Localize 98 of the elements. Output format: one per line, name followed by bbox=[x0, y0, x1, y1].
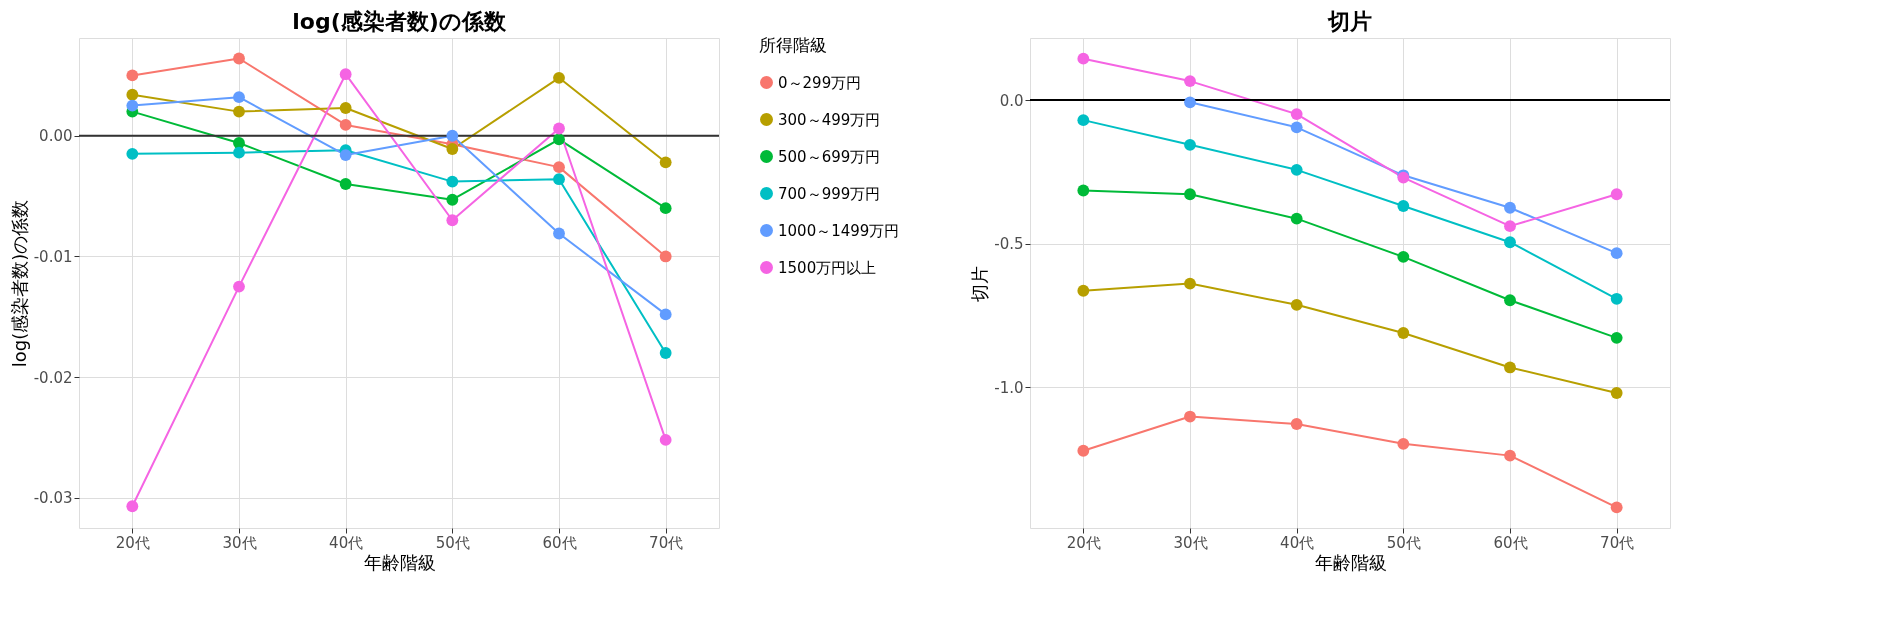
point bbox=[1610, 387, 1623, 399]
point bbox=[1397, 250, 1410, 263]
x-tick-label: 70代 bbox=[649, 533, 684, 552]
x-tick-label: 40代 bbox=[329, 533, 364, 552]
chart-title: 切片 bbox=[1327, 9, 1372, 34]
point bbox=[1077, 52, 1090, 65]
point bbox=[1290, 108, 1303, 121]
legend-label: 300～499万円 bbox=[778, 110, 881, 129]
point bbox=[446, 214, 459, 227]
point bbox=[126, 88, 139, 101]
y-tick-label: -0.03 bbox=[33, 489, 73, 508]
point bbox=[233, 137, 245, 149]
point bbox=[1290, 418, 1303, 430]
y-tick-label: 0.0 bbox=[999, 91, 1024, 110]
x-tick-label: 30代 bbox=[1173, 533, 1208, 552]
x-tick-label: 40代 bbox=[1280, 533, 1315, 552]
legend-label: 0～299万円 bbox=[778, 73, 862, 92]
point bbox=[1184, 188, 1196, 201]
point bbox=[1610, 501, 1623, 514]
point bbox=[1610, 247, 1623, 260]
point bbox=[1610, 188, 1623, 201]
point bbox=[1077, 444, 1090, 457]
point bbox=[1290, 298, 1303, 311]
point bbox=[553, 133, 565, 146]
point bbox=[659, 433, 672, 446]
x-axis-title: 年齢階級 bbox=[1314, 551, 1387, 573]
point bbox=[1290, 212, 1303, 225]
point bbox=[1504, 294, 1516, 307]
y-tick-label: -0.02 bbox=[33, 368, 73, 387]
y-axis-title: log(感染者数)の係数 bbox=[8, 199, 30, 368]
point bbox=[1504, 361, 1516, 374]
point bbox=[126, 147, 139, 160]
point bbox=[446, 143, 459, 155]
x-tick-label: 60代 bbox=[1493, 533, 1528, 552]
point bbox=[1504, 449, 1516, 462]
point bbox=[1184, 96, 1196, 109]
point bbox=[1397, 437, 1410, 450]
point bbox=[1184, 75, 1196, 87]
point bbox=[1504, 236, 1516, 249]
y-tick-label: -1.0 bbox=[994, 378, 1024, 397]
legend-label: 1500万円以上 bbox=[778, 258, 877, 277]
y-tick-label: 0.00 bbox=[39, 127, 73, 146]
point bbox=[339, 68, 352, 81]
point bbox=[1184, 138, 1196, 151]
legend-label: 1000～1499万円 bbox=[778, 221, 900, 240]
point bbox=[339, 178, 352, 190]
point bbox=[1504, 220, 1516, 233]
point bbox=[233, 105, 245, 118]
point bbox=[659, 156, 672, 169]
point bbox=[659, 347, 672, 359]
point bbox=[659, 202, 672, 215]
x-tick-label: 60代 bbox=[542, 533, 577, 552]
x-tick-label: 20代 bbox=[115, 533, 150, 552]
point bbox=[126, 69, 139, 82]
chart-title: log(感染者数)の係数 bbox=[292, 9, 507, 34]
point bbox=[446, 129, 459, 142]
point bbox=[1077, 114, 1090, 127]
point bbox=[1504, 201, 1516, 214]
point bbox=[1290, 163, 1303, 176]
x-axis-title: 年齢階級 bbox=[363, 551, 436, 573]
x-tick-label: 70代 bbox=[1600, 533, 1635, 552]
point bbox=[339, 102, 352, 114]
point bbox=[1397, 200, 1410, 212]
point bbox=[1610, 292, 1623, 305]
point bbox=[126, 99, 139, 112]
legend-label: 700～999万円 bbox=[778, 184, 881, 203]
point bbox=[659, 308, 672, 321]
point bbox=[233, 91, 245, 104]
point bbox=[1077, 184, 1090, 197]
point bbox=[233, 52, 245, 65]
legend-label: 500～699万円 bbox=[778, 147, 881, 166]
y-tick-label: -0.5 bbox=[994, 235, 1024, 254]
point bbox=[126, 500, 139, 513]
point bbox=[1290, 121, 1303, 134]
point bbox=[233, 280, 245, 293]
point bbox=[1397, 327, 1410, 339]
legend-title: 所得階級 bbox=[759, 35, 827, 55]
point bbox=[339, 149, 352, 161]
point bbox=[659, 250, 672, 263]
point bbox=[553, 227, 565, 240]
point bbox=[1184, 410, 1196, 423]
x-tick-label: 50代 bbox=[1386, 533, 1421, 552]
point bbox=[1610, 331, 1623, 344]
point bbox=[233, 146, 245, 159]
point bbox=[339, 118, 352, 131]
point bbox=[1184, 277, 1196, 290]
point bbox=[1077, 284, 1090, 297]
x-tick-label: 30代 bbox=[222, 533, 257, 552]
point bbox=[553, 161, 565, 174]
x-tick-label: 20代 bbox=[1066, 533, 1101, 552]
x-tick-label: 50代 bbox=[435, 533, 470, 552]
y-axis-title: 切片 bbox=[969, 265, 991, 302]
point bbox=[553, 71, 565, 84]
point bbox=[553, 122, 565, 135]
point bbox=[446, 175, 459, 188]
point bbox=[446, 193, 459, 206]
y-tick-label: -0.01 bbox=[33, 247, 73, 266]
point bbox=[553, 173, 565, 186]
